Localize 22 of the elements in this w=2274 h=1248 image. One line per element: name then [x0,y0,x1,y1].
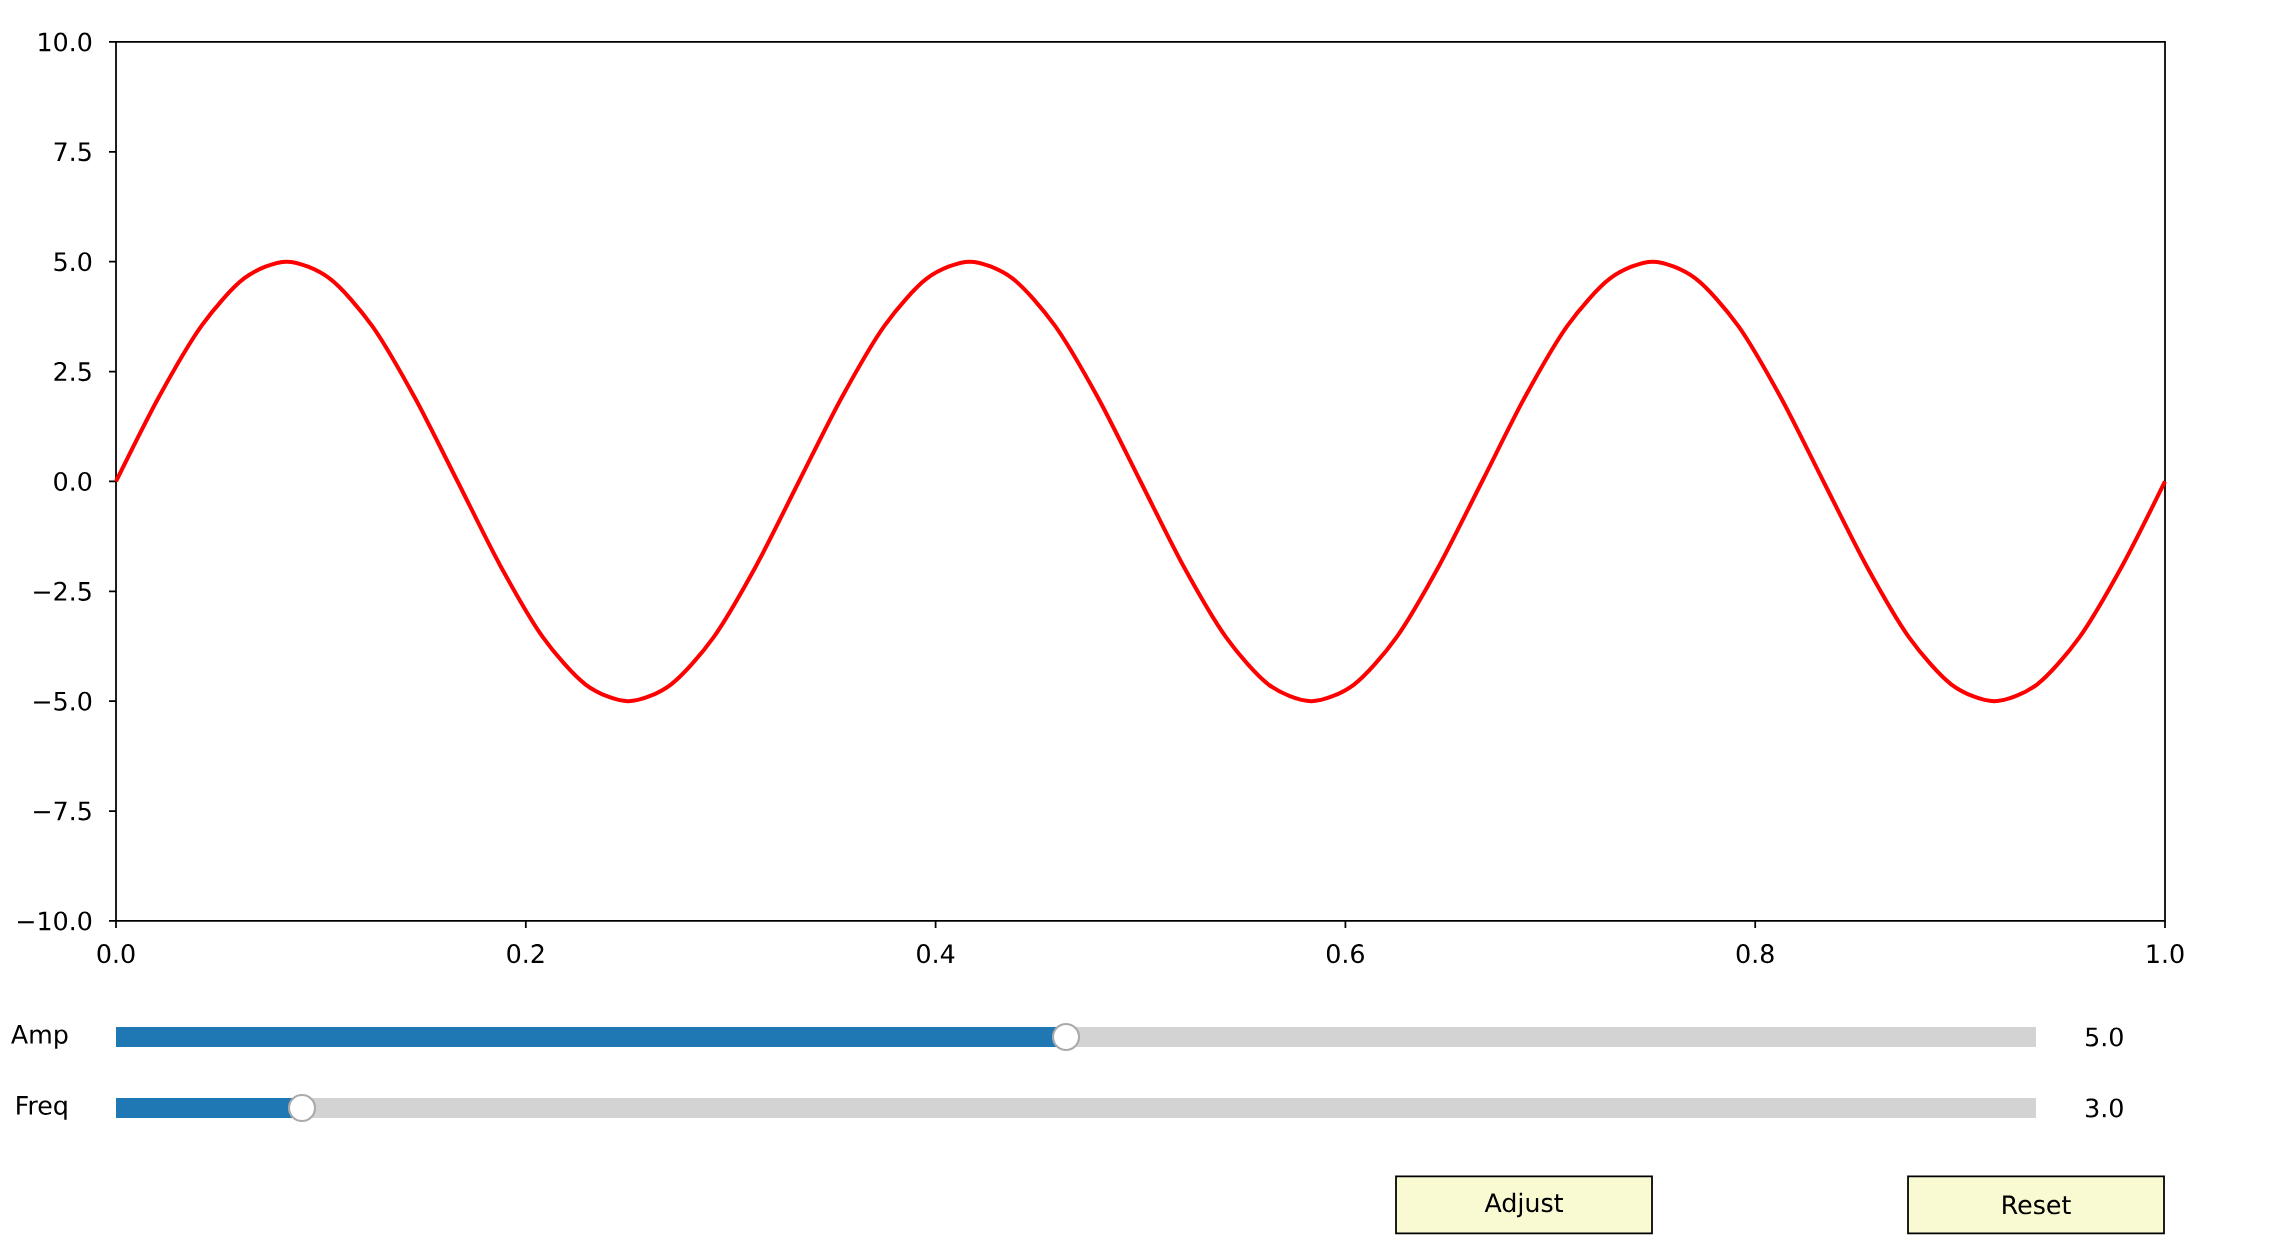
x-tick-label: 0.6 [1326,944,1364,964]
y-tick-label: −10.0 [18,911,92,931]
y-tick-label: 10.0 [39,32,92,52]
text: 3.0 [2086,1098,2123,1118]
y-tick-label: −2.5 [34,581,91,601]
line-series [114,259,2168,704]
x-tick-label: 0.0 [97,944,135,964]
y-tick-label: 0.0 [54,471,92,492]
x-tick-label: 0.4 [917,944,955,964]
x-tick-label: 0.2 [507,944,544,964]
y-tick-label: 7.5 [54,142,91,162]
y-tick-label: 5.0 [54,252,92,272]
text: Freq [17,1096,67,1120]
y-tick-label: −5.0 [34,691,92,711]
text: Adjust [1484,1192,1563,1218]
x-tick-label: 0.8 [1736,944,1774,964]
y-tick-label: 2.5 [54,362,91,382]
x-tick-label: 1.0 [2147,944,2184,964]
y-tick-label: −7.5 [34,801,91,821]
text: Amp [11,1025,68,1049]
text: Reset [2003,1195,2071,1215]
text: 5.0 [2086,1027,2123,1047]
